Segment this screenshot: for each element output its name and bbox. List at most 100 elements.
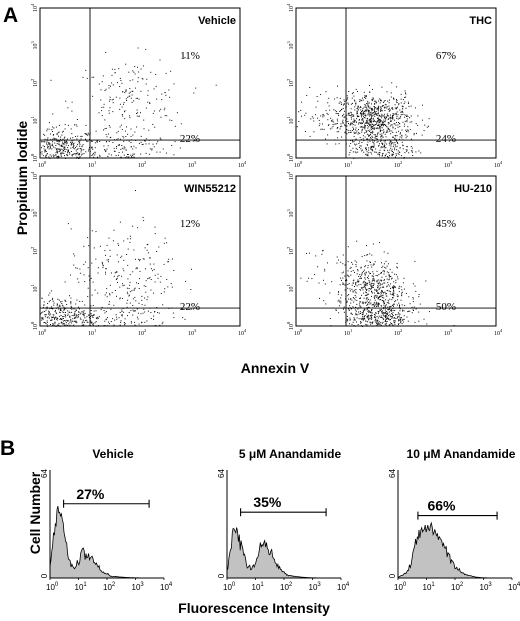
scatter-point bbox=[407, 126, 409, 128]
scatter-point bbox=[112, 98, 114, 100]
scatter-point bbox=[371, 290, 373, 292]
scatter-point bbox=[69, 295, 70, 297]
scatter-point bbox=[364, 115, 366, 116]
scatter-point bbox=[95, 321, 97, 323]
scatter-point bbox=[390, 92, 392, 94]
scatter-point bbox=[67, 314, 69, 316]
scatter-point bbox=[359, 301, 361, 303]
scatter-point bbox=[389, 268, 391, 270]
scatter-point bbox=[381, 109, 383, 111]
scatter-point bbox=[349, 130, 351, 132]
scatter-point bbox=[63, 309, 65, 311]
scatter-point bbox=[54, 323, 56, 325]
scatter-point bbox=[412, 155, 414, 156]
scatter-point bbox=[361, 142, 363, 143]
scatter-point bbox=[85, 151, 87, 153]
scatter-point bbox=[91, 140, 93, 142]
scatter-point bbox=[88, 245, 90, 247]
scatter-point bbox=[328, 105, 330, 107]
scatter-point bbox=[92, 323, 94, 325]
scatter-point bbox=[49, 313, 51, 315]
scatter-point bbox=[110, 321, 112, 322]
scatter-point bbox=[60, 136, 62, 138]
scatter-point bbox=[360, 284, 362, 285]
scatter-point bbox=[376, 108, 378, 110]
scatter-point bbox=[362, 316, 364, 317]
scatter-point bbox=[396, 266, 398, 268]
scatter-point bbox=[387, 290, 389, 292]
scatter-point bbox=[356, 111, 358, 113]
scatter-point bbox=[45, 323, 47, 324]
scatter-point bbox=[384, 313, 386, 314]
scatter-point bbox=[376, 303, 378, 305]
x-tick-label: 103 bbox=[309, 582, 322, 592]
scatter-point bbox=[331, 127, 333, 129]
scatter-point bbox=[380, 135, 382, 137]
scatter-point bbox=[378, 315, 380, 317]
scatter-point bbox=[395, 139, 397, 141]
scatter-point bbox=[362, 126, 364, 128]
scatter-point bbox=[328, 97, 330, 99]
scatter-point bbox=[376, 324, 378, 326]
scatter-point bbox=[369, 272, 371, 274]
scatter-point bbox=[131, 90, 133, 92]
scatter-point bbox=[347, 130, 349, 132]
scatter-point bbox=[369, 253, 371, 255]
scatter-point bbox=[67, 324, 69, 326]
scatter-point bbox=[370, 127, 372, 129]
scatter-point bbox=[66, 319, 68, 321]
scatter-point bbox=[390, 121, 392, 122]
scatter-point bbox=[377, 121, 379, 123]
scatter-point bbox=[45, 149, 47, 151]
scatter-point bbox=[48, 142, 50, 144]
plot-frame bbox=[295, 175, 497, 327]
scatter-point bbox=[362, 309, 364, 311]
scatter-point bbox=[397, 278, 399, 280]
scatter-point bbox=[304, 114, 306, 116]
scatter-point bbox=[392, 117, 393, 119]
scatter-point bbox=[93, 76, 95, 78]
scatter-point bbox=[385, 324, 387, 326]
scatter-point bbox=[382, 152, 384, 154]
scatter-point bbox=[413, 310, 414, 311]
scatter-point bbox=[409, 129, 411, 131]
scatter-point bbox=[71, 308, 73, 310]
scatter-point bbox=[388, 278, 390, 280]
scatter-point bbox=[356, 321, 357, 323]
scatter-point bbox=[364, 106, 366, 108]
scatter-point bbox=[394, 301, 396, 303]
scatter-point bbox=[396, 145, 398, 147]
scatter-point bbox=[381, 121, 383, 123]
scatter-point bbox=[344, 264, 346, 266]
scatter-point bbox=[366, 308, 368, 310]
scatter-point bbox=[336, 97, 338, 99]
scatter-point bbox=[352, 124, 354, 126]
scatter-point bbox=[318, 119, 320, 121]
scatter-point bbox=[67, 154, 69, 156]
x-tick-label: 102 bbox=[138, 328, 146, 337]
scatter-point bbox=[107, 133, 109, 135]
scatter-point bbox=[338, 312, 340, 314]
scatter-point bbox=[404, 96, 406, 98]
scatter-point bbox=[379, 127, 381, 129]
x-tick-label: 101 bbox=[423, 582, 436, 592]
x-tick-label: 103 bbox=[132, 582, 145, 592]
scatter-point bbox=[376, 134, 378, 136]
scatter-point bbox=[381, 272, 382, 273]
scatter-point bbox=[105, 273, 106, 275]
scatter-point bbox=[52, 323, 54, 325]
scatter-point bbox=[105, 141, 107, 143]
x-tick-label: 100 bbox=[46, 582, 59, 592]
scatter-point bbox=[396, 99, 398, 101]
scatter-point bbox=[119, 298, 121, 300]
scatter-point bbox=[409, 310, 411, 312]
scatter-point bbox=[380, 107, 382, 109]
scatter-point bbox=[371, 314, 372, 316]
scatter-point bbox=[320, 128, 322, 130]
scatter-point bbox=[157, 277, 159, 279]
scatter-point bbox=[367, 297, 369, 299]
scatter-point bbox=[398, 323, 400, 325]
scatter-point bbox=[393, 317, 395, 319]
scatter-point bbox=[391, 294, 393, 296]
scatter-point bbox=[76, 119, 78, 120]
